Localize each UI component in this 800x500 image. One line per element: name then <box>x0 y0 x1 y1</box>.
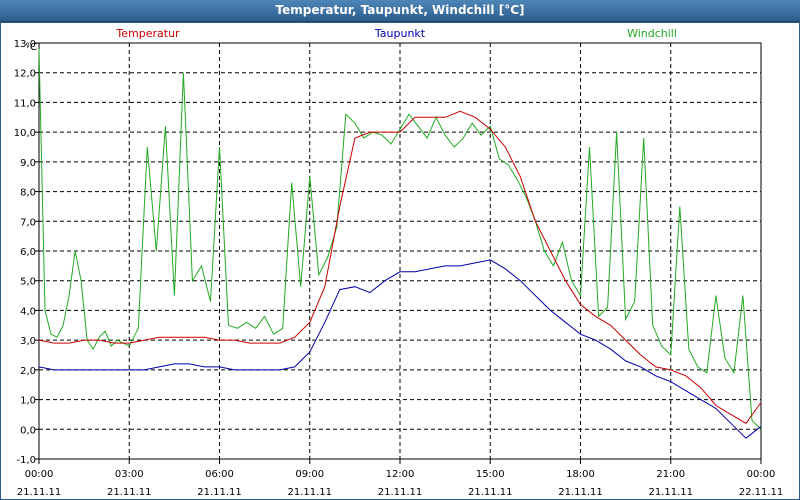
x-tick-date: 21.11.11 <box>107 487 152 498</box>
line-chart: -1,0 0,0 1,0 2,0 3,0 4,0 5,0 6,0 7,0 8,0 9,0 10,0 11… <box>14 27 784 498</box>
x-tick-time: 03:00 <box>115 469 144 480</box>
y-tick-label: 2,0 <box>20 366 36 377</box>
y-tick-label: 1,0 <box>20 396 36 407</box>
y-tick-label: 6,0 <box>20 247 36 258</box>
chart-frame: -1,0 0,0 1,0 2,0 3,0 4,0 5,0 6,0 7,0 8,0 9,0 10,0 11… <box>0 22 800 500</box>
y-axis-unit: °C <box>25 42 37 53</box>
y-tick-label: 12,0 <box>14 69 36 80</box>
legend-windchill: Windchill <box>627 27 677 40</box>
legend-temperatur: Temperatur <box>115 27 180 40</box>
x-tick-time: 00:00 <box>747 469 776 480</box>
y-tick-label: 13,0 <box>14 39 36 50</box>
legend-taupunkt: Taupunkt <box>374 27 426 40</box>
y-tick-label: 11,0 <box>14 98 36 109</box>
y-tick-label: 7,0 <box>20 217 36 228</box>
y-tick-label: 3,0 <box>20 336 36 347</box>
series-line-taupunkt <box>38 259 762 439</box>
x-tick-time: 09:00 <box>295 469 324 480</box>
y-tick-label: 0,0 <box>20 425 36 436</box>
x-tick-time: 06:00 <box>205 469 234 480</box>
x-tick-date: 21.11.11 <box>378 487 423 498</box>
x-tick-time: 21:00 <box>656 469 685 480</box>
series-lines <box>38 48 762 439</box>
y-tick-label: 8,0 <box>20 188 36 199</box>
x-tick-time: 18:00 <box>566 469 595 480</box>
chart-title: Temperatur, Taupunkt, Windchill [°C] <box>0 0 800 22</box>
x-tick-date: 21.11.11 <box>287 487 332 498</box>
x-tick-date: 21.11.11 <box>197 487 242 498</box>
y-tick-label: 4,0 <box>20 306 36 317</box>
y-tick-label: 5,0 <box>20 277 36 288</box>
y-axis: -1,0 0,0 1,0 2,0 3,0 4,0 5,0 6,0 7,0 8,0 9,0 10,0 11… <box>14 39 39 466</box>
grid <box>39 42 761 460</box>
y-tick-label: 10,0 <box>14 128 36 139</box>
x-axis: 00:00 21.11.11 03:00 21.11.11 06:00 21.11.11 0… <box>17 459 784 498</box>
x-tick-date: 21.11.11 <box>558 487 603 498</box>
x-tick-time: 15:00 <box>476 469 505 480</box>
x-tick-date: 21.11.11 <box>648 487 693 498</box>
x-tick-time: 12:00 <box>386 469 415 480</box>
x-tick-time: 00:00 <box>25 469 54 480</box>
x-tick-date: 21.11.11 <box>17 487 62 498</box>
y-tick-label: 9,0 <box>20 158 36 169</box>
series-line-temperatur <box>38 110 762 424</box>
y-tick-label: -1,0 <box>16 455 36 466</box>
x-tick-date: 22.11.11 <box>739 487 784 498</box>
x-tick-date: 21.11.11 <box>468 487 513 498</box>
